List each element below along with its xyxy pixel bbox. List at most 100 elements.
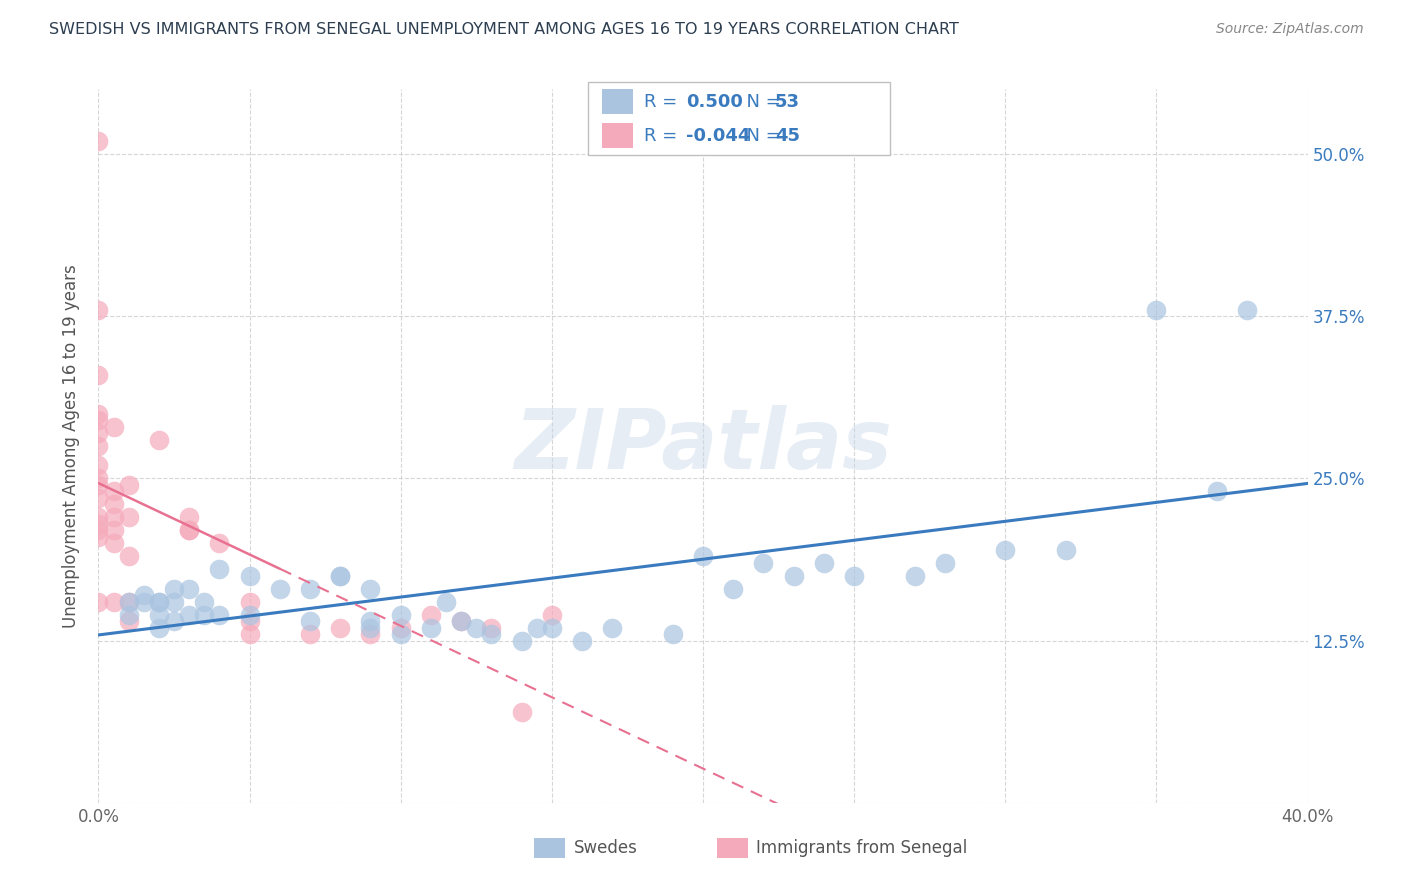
Point <box>87 510 110 524</box>
Point <box>692 549 714 564</box>
Point <box>420 607 443 622</box>
Point <box>299 627 322 641</box>
Point <box>208 536 231 550</box>
Point <box>783 568 806 582</box>
Text: R =: R = <box>644 127 683 145</box>
Text: N =: N = <box>735 127 787 145</box>
Point <box>434 595 457 609</box>
Point <box>329 568 352 582</box>
Point <box>208 562 231 576</box>
Point <box>103 536 125 550</box>
Point <box>571 633 593 648</box>
Point <box>904 568 927 582</box>
Point <box>208 607 231 622</box>
Point <box>103 524 125 538</box>
Point <box>510 633 533 648</box>
Point <box>163 595 186 609</box>
Text: R =: R = <box>644 93 683 111</box>
Point <box>481 621 503 635</box>
Point <box>299 614 322 628</box>
Point <box>179 607 201 622</box>
Text: 0.500: 0.500 <box>686 93 742 111</box>
Point <box>329 621 352 635</box>
Point <box>269 582 291 596</box>
Point <box>87 413 110 427</box>
Text: Source: ZipAtlas.com: Source: ZipAtlas.com <box>1216 22 1364 37</box>
Point <box>87 595 110 609</box>
Point <box>934 556 956 570</box>
Point <box>813 556 835 570</box>
Point <box>481 627 503 641</box>
Point <box>510 705 533 719</box>
Point <box>87 471 110 485</box>
Point <box>239 568 262 582</box>
Point <box>103 419 125 434</box>
Point <box>1144 302 1167 317</box>
Point <box>87 439 110 453</box>
Point <box>118 614 141 628</box>
Point <box>103 595 125 609</box>
Point <box>87 491 110 505</box>
Point <box>118 607 141 622</box>
Point <box>118 595 141 609</box>
Point <box>148 621 170 635</box>
Point <box>450 614 472 628</box>
Point <box>239 607 262 622</box>
Point <box>103 497 125 511</box>
Point <box>540 607 562 622</box>
Point <box>193 595 215 609</box>
Point <box>329 568 352 582</box>
Point <box>148 433 170 447</box>
Point <box>87 516 110 531</box>
Point <box>360 582 382 596</box>
Point <box>239 627 262 641</box>
Text: Immigrants from Senegal: Immigrants from Senegal <box>756 839 967 857</box>
Point <box>239 614 262 628</box>
Point <box>994 542 1017 557</box>
Point <box>661 627 683 641</box>
Point <box>87 478 110 492</box>
Point <box>118 549 141 564</box>
Point <box>389 621 412 635</box>
Point <box>450 614 472 628</box>
Point <box>844 568 866 582</box>
Point <box>132 595 155 609</box>
Point <box>420 621 443 635</box>
Point <box>148 595 170 609</box>
Point <box>526 621 548 635</box>
Point <box>87 458 110 473</box>
Point <box>103 510 125 524</box>
Text: -0.044: -0.044 <box>686 127 751 145</box>
Point <box>1236 302 1258 317</box>
Point <box>389 607 412 622</box>
Text: 53: 53 <box>775 93 800 111</box>
Point <box>360 621 382 635</box>
Point <box>87 134 110 148</box>
Point <box>540 621 562 635</box>
Point <box>87 368 110 382</box>
Point <box>723 582 745 596</box>
Text: ZIPatlas: ZIPatlas <box>515 406 891 486</box>
Point <box>1054 542 1077 557</box>
Point <box>389 627 412 641</box>
Point <box>103 484 125 499</box>
Point <box>239 595 262 609</box>
Point <box>752 556 775 570</box>
Point <box>360 627 382 641</box>
Text: Swedes: Swedes <box>574 839 637 857</box>
Point <box>87 302 110 317</box>
Point <box>87 524 110 538</box>
Point <box>465 621 488 635</box>
Point <box>602 621 624 635</box>
Point <box>179 524 201 538</box>
Text: 45: 45 <box>775 127 800 145</box>
Point <box>179 510 201 524</box>
Text: N =: N = <box>735 93 787 111</box>
Point <box>118 510 141 524</box>
Point <box>179 524 201 538</box>
Y-axis label: Unemployment Among Ages 16 to 19 years: Unemployment Among Ages 16 to 19 years <box>62 264 80 628</box>
Point <box>87 425 110 440</box>
Point <box>163 582 186 596</box>
Point <box>163 614 186 628</box>
Text: SWEDISH VS IMMIGRANTS FROM SENEGAL UNEMPLOYMENT AMONG AGES 16 TO 19 YEARS CORREL: SWEDISH VS IMMIGRANTS FROM SENEGAL UNEMP… <box>49 22 959 37</box>
